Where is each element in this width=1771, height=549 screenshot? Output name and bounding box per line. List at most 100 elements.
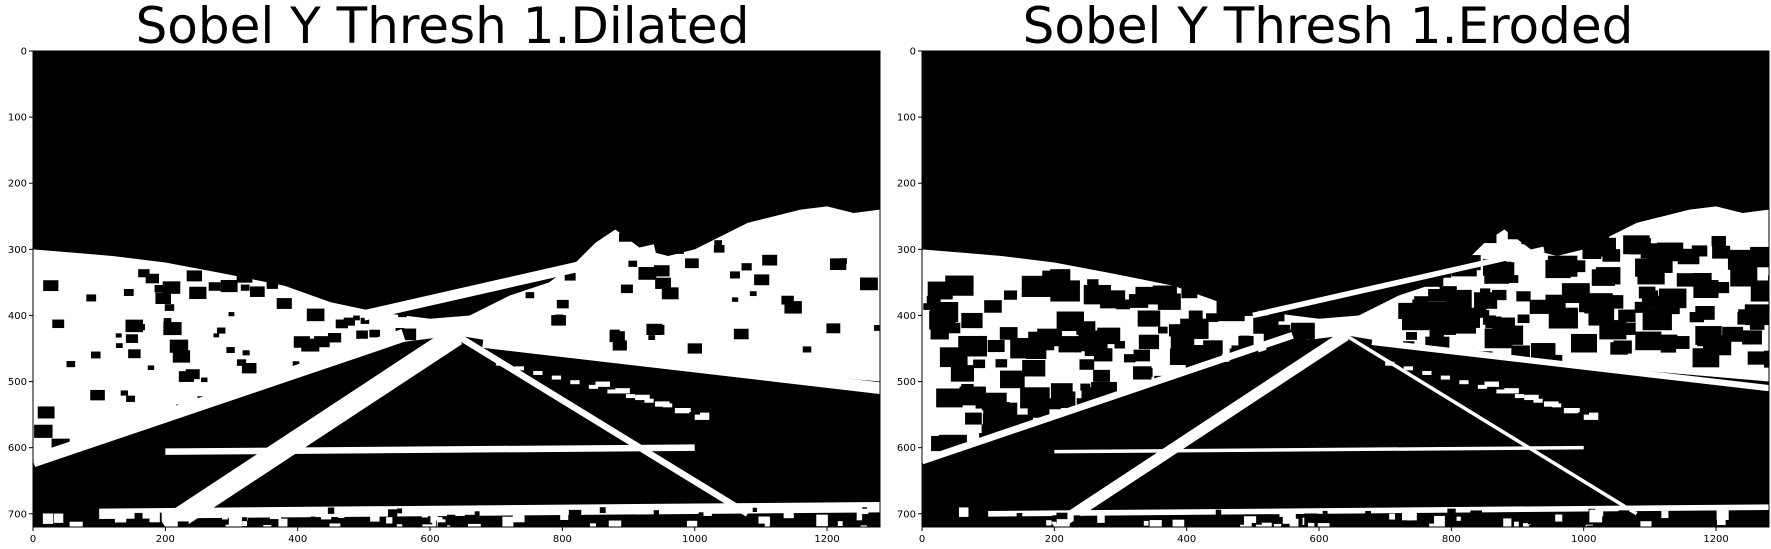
hood-texture <box>1661 511 1669 519</box>
shadow-line <box>1054 445 1584 454</box>
texture-hole <box>628 260 638 267</box>
hood-texture <box>629 517 635 522</box>
hood-texture <box>816 514 828 527</box>
texture-hole <box>714 240 723 246</box>
texture-hole <box>1730 267 1758 287</box>
axes-frame <box>32 50 881 528</box>
texture-hole <box>1413 248 1434 263</box>
y-tick-label: 0 <box>910 47 916 58</box>
texture-hole <box>754 274 770 286</box>
far-rail-line <box>1252 246 1545 319</box>
texture-hole <box>665 240 684 254</box>
texture-hole <box>126 395 136 402</box>
texture-hole <box>749 291 757 297</box>
hood-texture <box>1389 513 1396 520</box>
texture-hole <box>391 353 403 362</box>
hood-texture <box>1640 521 1652 527</box>
hood-texture <box>1056 512 1068 524</box>
texture-hole <box>1114 341 1125 349</box>
hood-texture <box>1441 519 1451 527</box>
texture-hole <box>343 317 355 326</box>
hood-texture <box>608 520 622 527</box>
texture-hole <box>226 347 235 354</box>
hood-texture <box>1149 520 1162 527</box>
hood-texture <box>1652 525 1657 527</box>
texture-hole <box>1712 245 1731 259</box>
texture-hole <box>501 245 512 253</box>
y-tick-label: 0 <box>21 47 27 58</box>
texture-hole <box>839 258 847 264</box>
road-mark <box>644 398 654 403</box>
texture-hole <box>240 284 250 291</box>
hood-texture <box>467 523 481 527</box>
texture-hole <box>1697 337 1710 347</box>
road-surface <box>152 335 775 527</box>
texture-hole <box>37 406 55 419</box>
hood-texture <box>753 523 765 527</box>
texture-hole <box>1052 391 1076 409</box>
texture-hole <box>1763 350 1769 368</box>
binary-image-plot: 0 200 400 600 800 1000 1200 0 100 200 300 400 500 600… <box>897 47 1770 545</box>
texture-hole <box>1254 279 1270 291</box>
hood-texture <box>872 515 880 527</box>
hood-texture <box>1365 511 1372 517</box>
road-mark <box>1544 401 1559 407</box>
road-mark <box>595 381 611 387</box>
texture-hole <box>653 265 670 277</box>
road-mark <box>551 375 562 380</box>
hood-texture <box>860 525 868 527</box>
texture-hole <box>1676 273 1696 287</box>
texture-hole <box>164 304 175 311</box>
hood-texture <box>228 516 242 527</box>
hood-texture <box>386 517 393 524</box>
texture-hole <box>1429 316 1456 335</box>
texture-hole <box>1205 313 1219 322</box>
left-guard-line <box>33 329 406 468</box>
texture-hole <box>618 233 632 242</box>
texture-hole <box>155 292 172 305</box>
road-mark <box>1504 388 1519 394</box>
hood-texture <box>1402 510 1412 521</box>
texture-hole <box>529 280 537 286</box>
texture-hole <box>201 377 208 383</box>
texture-hole <box>1021 275 1052 297</box>
road-mark <box>533 370 543 375</box>
texture-hole <box>356 330 368 339</box>
texture-hole <box>648 335 656 340</box>
texture-hole <box>1079 359 1095 370</box>
hood-texture <box>329 523 341 527</box>
texture-hole <box>1158 389 1171 399</box>
texture-hole <box>125 334 139 343</box>
texture-hole <box>1187 345 1210 362</box>
texture-hole <box>326 369 336 376</box>
texture-hole <box>965 412 982 425</box>
road-mark <box>1403 366 1413 371</box>
road-surface <box>1041 335 1664 527</box>
texture-hole <box>1137 310 1161 327</box>
hood-texture <box>1052 515 1059 522</box>
texture-hole <box>661 287 679 300</box>
texture-hole <box>1747 351 1767 365</box>
left-lane-line <box>159 326 463 527</box>
texture-hole <box>172 350 191 363</box>
texture-hole <box>1069 314 1084 325</box>
texture-hole <box>939 347 968 368</box>
texture-hole <box>534 240 544 248</box>
hood-texture <box>1456 516 1461 521</box>
y-tick-label: 500 <box>897 377 916 388</box>
hood-texture <box>263 524 272 527</box>
texture-hole <box>384 292 400 304</box>
hood-texture <box>771 522 780 527</box>
hood-texture <box>397 508 403 514</box>
texture-hole <box>186 270 203 282</box>
hood-texture <box>1429 523 1436 527</box>
hood-texture <box>578 524 583 527</box>
right-guard-line <box>1371 338 1769 392</box>
texture-hole <box>266 280 278 289</box>
x-tick-label: 600 <box>1309 534 1328 545</box>
road-mark <box>570 380 580 385</box>
texture-hole <box>1058 336 1082 353</box>
hood-texture <box>158 510 166 517</box>
texture-hole <box>1547 255 1578 277</box>
texture-hole <box>327 333 342 343</box>
